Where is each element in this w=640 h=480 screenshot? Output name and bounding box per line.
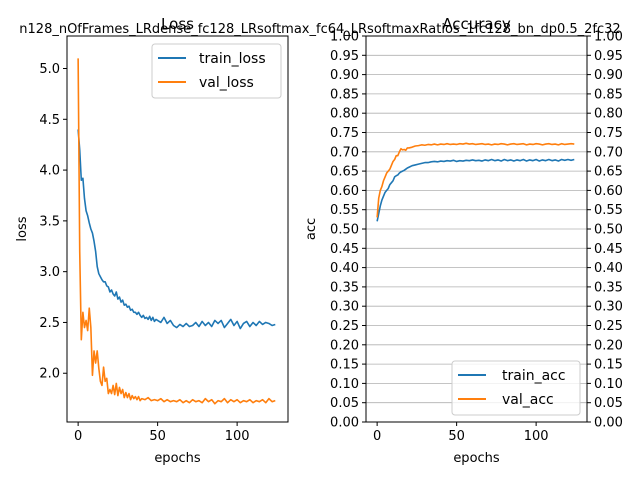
ytick-label-right: 0.20 (594, 338, 623, 353)
ytick-label-right: 0.55 (594, 203, 623, 218)
ytick-label: 0.65 (330, 165, 359, 180)
loss-axes-frame (66, 35, 289, 423)
ytick-label-right: 1.00 (594, 30, 623, 45)
ytick-label: 0.95 (330, 49, 359, 64)
loss-legend: train_loss val_loss (151, 43, 282, 99)
accuracy-title: Accuracy (442, 15, 511, 33)
ytick-label-right: 0.45 (594, 242, 623, 257)
ytick-label: 0.75 (330, 126, 359, 141)
ytick-label: 0.70 (330, 145, 359, 160)
ytick-label-right: 0.40 (594, 261, 623, 276)
xtick-label: 100 (524, 429, 549, 444)
ytick-label: 3.5 (39, 214, 60, 229)
ytick-label-right: 0.65 (594, 165, 623, 180)
ytick-label-right: 0.90 (594, 68, 623, 83)
xtick-label: 100 (225, 429, 250, 444)
ytick-label-right: 0.00 (594, 416, 623, 431)
ytick-label: 3.0 (39, 265, 60, 280)
accuracy-legend-val-label: val_acc (502, 392, 554, 408)
ytick-label: 1.00 (330, 30, 359, 45)
series-line-val_loss (77, 58, 276, 405)
accuracy-ylabel: acc (304, 218, 319, 240)
ytick-label: 0.25 (330, 319, 359, 334)
loss-legend-val-label: val_loss (199, 75, 254, 91)
ytick-label-right: 0.50 (594, 223, 623, 238)
ytick-label-right: 0.10 (594, 377, 623, 392)
ytick-label: 0.45 (330, 242, 359, 257)
ytick-label: 5.0 (39, 62, 60, 77)
ytick-label-right: 0.30 (594, 300, 623, 315)
loss-ticks: 0 50 100 2.0 2.5 3.0 3.5 4.0 4.5 5.0 (39, 62, 249, 444)
ytick-label: 0.05 (330, 396, 359, 411)
ytick-label-right: 0.35 (594, 280, 623, 295)
ytick-label: 0.20 (330, 338, 359, 353)
loss-ylabel: loss (15, 216, 30, 241)
ytick-label: 2.5 (39, 316, 60, 331)
loss-lines (77, 58, 276, 405)
ytick-label: 0.00 (330, 416, 359, 431)
ytick-label: 2.0 (39, 367, 60, 382)
ytick-label-right: 0.25 (594, 319, 623, 334)
series-line-train_loss (77, 129, 276, 330)
loss-legend-train-label: train_loss (199, 51, 266, 67)
accuracy-xlabel: epochs (453, 451, 500, 466)
ytick-label: 0.30 (330, 300, 359, 315)
ytick-label: 0.55 (330, 203, 359, 218)
ytick-label: 0.35 (330, 280, 359, 295)
ytick-label: 0.15 (330, 358, 359, 373)
xtick-label: 0 (373, 429, 381, 444)
loss-panel: Loss epochs loss 0 50 100 2.0 2.5 3.0 3.5 4.0 4.… (15, 15, 289, 466)
accuracy-ticks: 0 50 100 0.00 0.00 0.05 0.05 0.10 0.10 0.15 0.15 0.… (330, 30, 623, 445)
series-line-val_acc (376, 142, 575, 218)
xtick-label: 0 (74, 429, 82, 444)
ytick-label-right: 0.80 (594, 107, 623, 122)
xtick-label: 50 (149, 429, 166, 444)
accuracy-legend-train-label: train_acc (502, 368, 566, 384)
ytick-label: 0.50 (330, 223, 359, 238)
figure-suptitle: n128_nOfFrames_LRdense_fc128_LRsoftmax_f… (19, 22, 620, 37)
ytick-label-right: 0.75 (594, 126, 623, 141)
xtick-label: 50 (448, 429, 465, 444)
ytick-label-right: 0.85 (594, 87, 623, 102)
accuracy-lines (376, 142, 575, 222)
ytick-label: 0.40 (330, 261, 359, 276)
ytick-label: 0.85 (330, 87, 359, 102)
accuracy-panel: Accuracy epochs acc 0 50 100 0.00 0.00 0.05 0.… (304, 15, 623, 466)
ytick-label: 0.80 (330, 107, 359, 122)
ytick-label: 4.0 (39, 164, 60, 179)
loss-xlabel: epochs (154, 451, 201, 466)
ytick-label-right: 0.70 (594, 145, 623, 160)
ytick-label-right: 0.05 (594, 396, 623, 411)
accuracy-legend: train_acc val_acc (451, 360, 581, 416)
ytick-label: 4.5 (39, 113, 60, 128)
ytick-label: 0.10 (330, 377, 359, 392)
ytick-label-right: 0.60 (594, 184, 623, 199)
series-line-train_acc (376, 158, 575, 222)
ytick-label: 0.90 (330, 68, 359, 83)
ytick-label: 0.60 (330, 184, 359, 199)
loss-title: Loss (161, 15, 194, 33)
ytick-label-right: 0.15 (594, 358, 623, 373)
ytick-label-right: 0.95 (594, 49, 623, 64)
